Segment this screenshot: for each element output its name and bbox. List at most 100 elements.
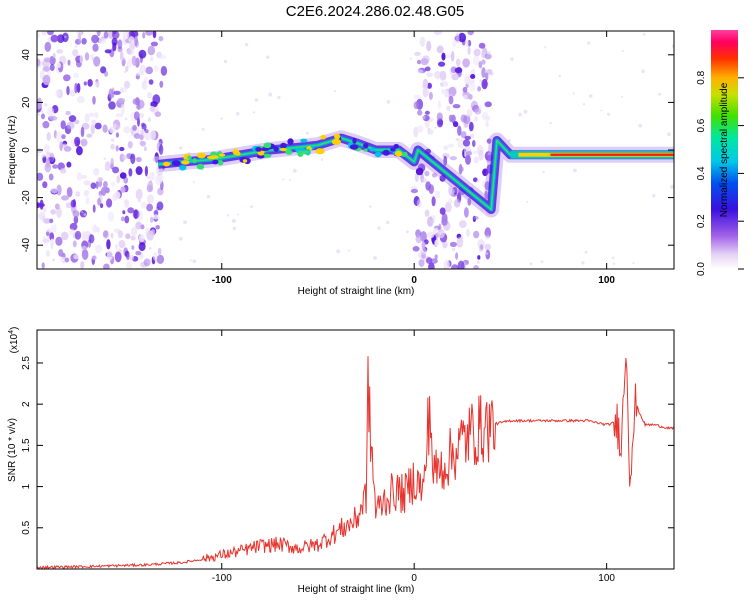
noise-blob <box>443 155 448 166</box>
noise-blob <box>78 33 82 44</box>
noise-blob <box>117 39 123 50</box>
noise-blob <box>72 210 80 218</box>
noise-blob <box>37 58 41 67</box>
noise-blob <box>58 249 64 257</box>
noise-blob <box>74 82 78 94</box>
noise-blob <box>110 232 114 239</box>
noise-blob <box>126 261 133 269</box>
snr-y-multiplier-exp: 4 <box>8 330 15 334</box>
noise-dot <box>421 115 426 120</box>
noise-blob <box>50 34 59 43</box>
noise-blob <box>41 113 45 120</box>
noise-blob <box>49 232 55 241</box>
noise-dot <box>558 74 561 78</box>
noise-blob <box>439 70 447 81</box>
noise-blob <box>420 247 427 255</box>
noise-blob <box>126 58 132 69</box>
noise-blob <box>138 242 146 252</box>
noise-dot <box>237 213 240 216</box>
noise-blob <box>74 119 80 125</box>
noise-dot <box>632 262 635 265</box>
noise-blob <box>444 89 450 98</box>
noise-dot <box>544 46 547 49</box>
noise-blob <box>410 188 419 194</box>
noise-dot <box>81 211 84 214</box>
noise-blob <box>49 55 56 65</box>
noise-blob <box>48 173 54 181</box>
spectrogram-axes: -100 0 100 -40 -20 0 20 40 <box>21 31 674 286</box>
noise-blob <box>112 31 117 35</box>
noise-blob <box>470 74 476 79</box>
snr-plot-area <box>37 356 674 569</box>
noise-blob <box>159 54 166 60</box>
noise-blob <box>37 152 40 158</box>
noise-blob <box>88 112 96 117</box>
noise-blob <box>462 58 470 68</box>
noise-dot <box>122 57 126 61</box>
noise-dot <box>46 151 51 155</box>
noise-blob <box>465 151 472 156</box>
noise-dot <box>485 252 489 255</box>
noise-blob <box>131 55 137 66</box>
noise-blob <box>90 54 94 61</box>
ridge-blob <box>374 151 382 158</box>
noise-dot <box>201 127 205 131</box>
noise-blob <box>427 231 435 239</box>
noise-dot <box>669 184 674 189</box>
noise-blob <box>144 75 148 83</box>
noise-blob <box>437 229 445 239</box>
ridge-blob <box>162 161 171 167</box>
noise-blob <box>421 241 426 250</box>
noise-blob <box>146 184 154 193</box>
noise-blob <box>465 76 470 85</box>
noise-blob <box>49 63 55 72</box>
noise-blob <box>416 199 422 208</box>
noise-blob <box>419 36 426 47</box>
noise-blob <box>446 105 451 111</box>
noise-blob <box>139 134 144 141</box>
noise-blob <box>139 234 145 243</box>
noise-blob <box>148 79 154 85</box>
noise-blob <box>103 181 108 189</box>
noise-dot <box>607 112 611 116</box>
noise-dot <box>386 100 391 104</box>
noise-blob <box>135 250 142 256</box>
noise-blob <box>477 86 481 92</box>
noise-blob <box>37 32 40 39</box>
noise-blob <box>108 88 114 99</box>
noise-blob <box>428 91 433 100</box>
noise-blob <box>60 231 69 241</box>
noise-dot <box>431 219 435 224</box>
noise-blob <box>147 194 154 205</box>
noise-blob <box>481 67 486 78</box>
noise-blob <box>443 259 450 269</box>
noise-blob <box>452 121 459 128</box>
noise-blob <box>467 46 471 55</box>
noise-blob <box>427 216 434 227</box>
ridge-blob <box>363 143 369 149</box>
ridge-blob <box>219 153 226 157</box>
noise-dot <box>124 70 127 74</box>
noise-blob <box>431 196 436 207</box>
noise-blob <box>448 143 454 148</box>
ridge-blob <box>369 148 376 152</box>
noise-blob <box>88 234 95 244</box>
noise-blob <box>484 230 490 236</box>
noise-blob <box>128 168 133 177</box>
noise-blob <box>428 184 434 195</box>
noise-blob <box>60 168 67 174</box>
noise-blob <box>428 129 434 135</box>
noise-dot <box>529 262 533 266</box>
noise-blob <box>57 62 61 69</box>
noise-blob <box>94 111 99 119</box>
noise-blob <box>139 140 146 147</box>
noise-dot <box>147 176 150 179</box>
noise-dot <box>510 57 514 62</box>
noise-blob <box>468 121 474 132</box>
noise-blob <box>66 85 70 96</box>
noise-blob <box>438 119 443 126</box>
noise-blob <box>418 259 425 267</box>
noise-blob <box>123 80 131 89</box>
noise-blob <box>104 71 109 77</box>
noise-blob <box>455 32 460 44</box>
